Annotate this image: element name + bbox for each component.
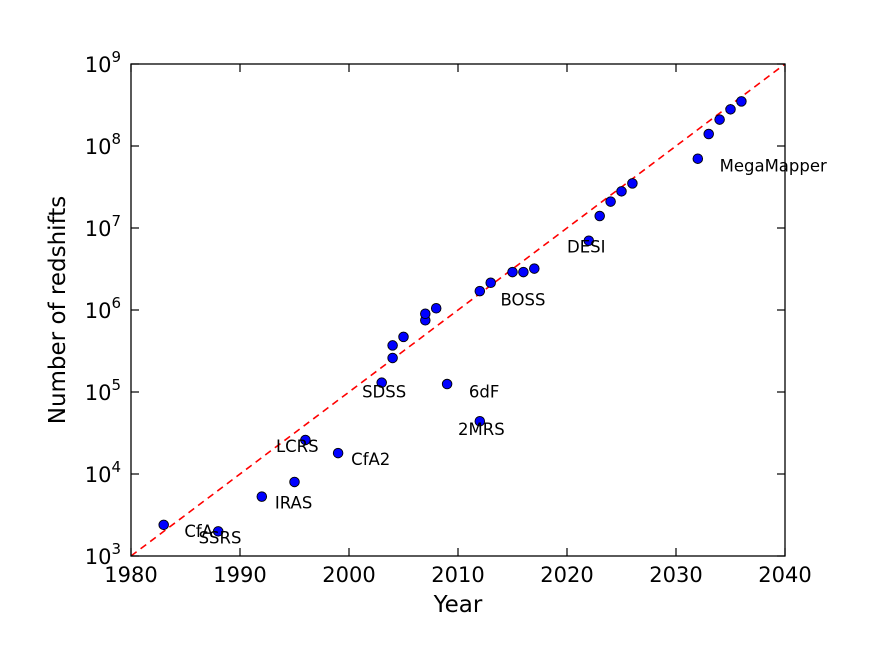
annotation-label: 2MRS [458,420,505,439]
annotation-label: CfA2 [351,450,390,469]
y-tick-exponent: 3 [111,540,121,558]
data-point [300,434,311,446]
data-point [692,153,704,164]
data-point [507,266,518,278]
data-point [376,377,387,388]
x-tick-label: 2010 [431,563,484,587]
data-point [441,378,453,390]
data-point [256,491,268,502]
annotation-label: SDSS [362,383,406,402]
y-tick-label: 106 [85,294,121,323]
y-tick-label: 105 [85,376,121,405]
y-tick-exponent: 8 [111,130,121,148]
annotation-label: LCRS [276,437,319,456]
y-tick-label: 103 [85,540,121,569]
data-point [529,263,540,274]
axis-ticks: 1980 1990 2000 2010 2020 2030 2040 103 104 105 106… [85,48,812,587]
data-point [387,352,398,364]
data-point [398,331,409,343]
data-point [725,104,736,115]
data-point [420,308,431,320]
y-tick-label: 108 [85,130,121,159]
data-point [736,96,747,107]
data-point [583,235,595,246]
annotation-label: SSRS [199,528,242,547]
data-point [212,526,224,537]
y-axis-title: Number of redshifts [45,196,71,425]
plot-area [130,63,786,557]
annotation-label: BOSS [501,290,546,309]
data-point [627,178,638,189]
y-tick-label: 104 [85,458,121,487]
x-tick-label: 1980 [104,563,157,587]
data-point [714,114,725,125]
y-tick-exponent: 6 [111,294,121,312]
data-point [518,266,529,278]
data-point [605,196,616,207]
x-axis-title: Year [433,592,483,618]
y-tick-exponent: 7 [111,212,121,230]
data-point [474,415,486,427]
annotation-label: IRAS [275,494,312,513]
x-tick-label: 1990 [213,563,266,587]
y-tick-exponent: 9 [111,48,121,66]
y-tick-label: 107 [85,212,121,241]
data-point [289,476,300,488]
y-tick-exponent: 5 [111,376,121,394]
trend-line [130,63,786,557]
annotation-label: CfA [184,522,213,541]
data-point [703,128,714,140]
y-tick-label: 109 [85,48,121,77]
x-tick-label: 2040 [758,563,811,587]
data-point [474,285,486,297]
annotation-label: DESI [567,238,605,257]
data-point [430,303,442,314]
data-point [332,447,344,459]
x-tick-label: 2030 [649,563,702,587]
data-point [485,277,496,288]
data-point [158,519,169,531]
data-point [387,340,398,351]
data-point [594,210,605,222]
x-tick-label: 2020 [540,563,593,587]
y-tick-exponent: 4 [111,458,121,476]
x-tick-label: 2000 [322,563,375,587]
data-point [616,186,627,197]
annotation-label: 6dF [469,383,499,402]
annotation-label: MegaMapper [720,157,827,176]
